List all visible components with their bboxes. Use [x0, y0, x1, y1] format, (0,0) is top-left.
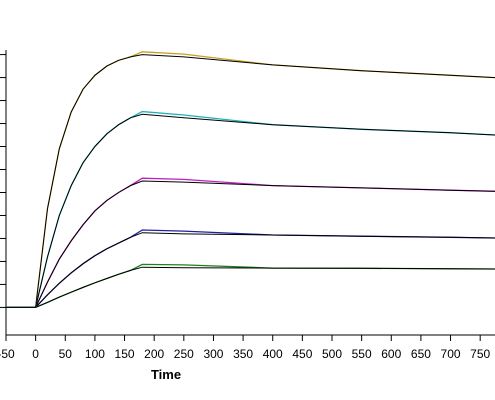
x-tick-label: 600	[381, 347, 401, 361]
series-fit-line	[6, 266, 495, 308]
series-fit-line	[6, 232, 495, 308]
series-fit-line	[6, 113, 495, 308]
x-tick-label: 300	[203, 347, 223, 361]
x-tick-label: 450	[292, 347, 312, 361]
x-axis-title: Time	[151, 367, 181, 382]
x-tick-label: 700	[441, 347, 461, 361]
x-tick-label: 750	[470, 347, 490, 361]
plot-area: -50 0 50 100 150 200 250 300 350 400 450 500 550 600 6…	[0, 50, 495, 382]
x-tick-label: 350	[233, 347, 253, 361]
y-axis-ticks	[0, 54, 6, 308]
series-lines	[6, 51, 495, 309]
series-fit-line	[6, 54, 495, 308]
x-tick-label: 100	[85, 347, 105, 361]
x-tick-label: 250	[174, 347, 194, 361]
x-tick-label: 500	[322, 347, 342, 361]
series-data-line	[6, 177, 495, 309]
x-tick-label: 0	[32, 347, 39, 361]
series-data-line	[6, 110, 495, 309]
x-axis-ticks: -50 0 50 100 150 200 250 300 350 400 450 500 550 600 6…	[0, 335, 491, 361]
x-tick-label: 650	[411, 347, 431, 361]
x-tick-label: 150	[115, 347, 135, 361]
x-tick-label: -50	[0, 347, 15, 361]
x-tick-label: 550	[352, 347, 372, 361]
x-tick-label: 50	[59, 347, 73, 361]
x-tick-label: 200	[144, 347, 164, 361]
x-tick-label: 400	[263, 347, 283, 361]
series-data-line	[6, 263, 495, 309]
series-fit-line	[6, 180, 495, 308]
